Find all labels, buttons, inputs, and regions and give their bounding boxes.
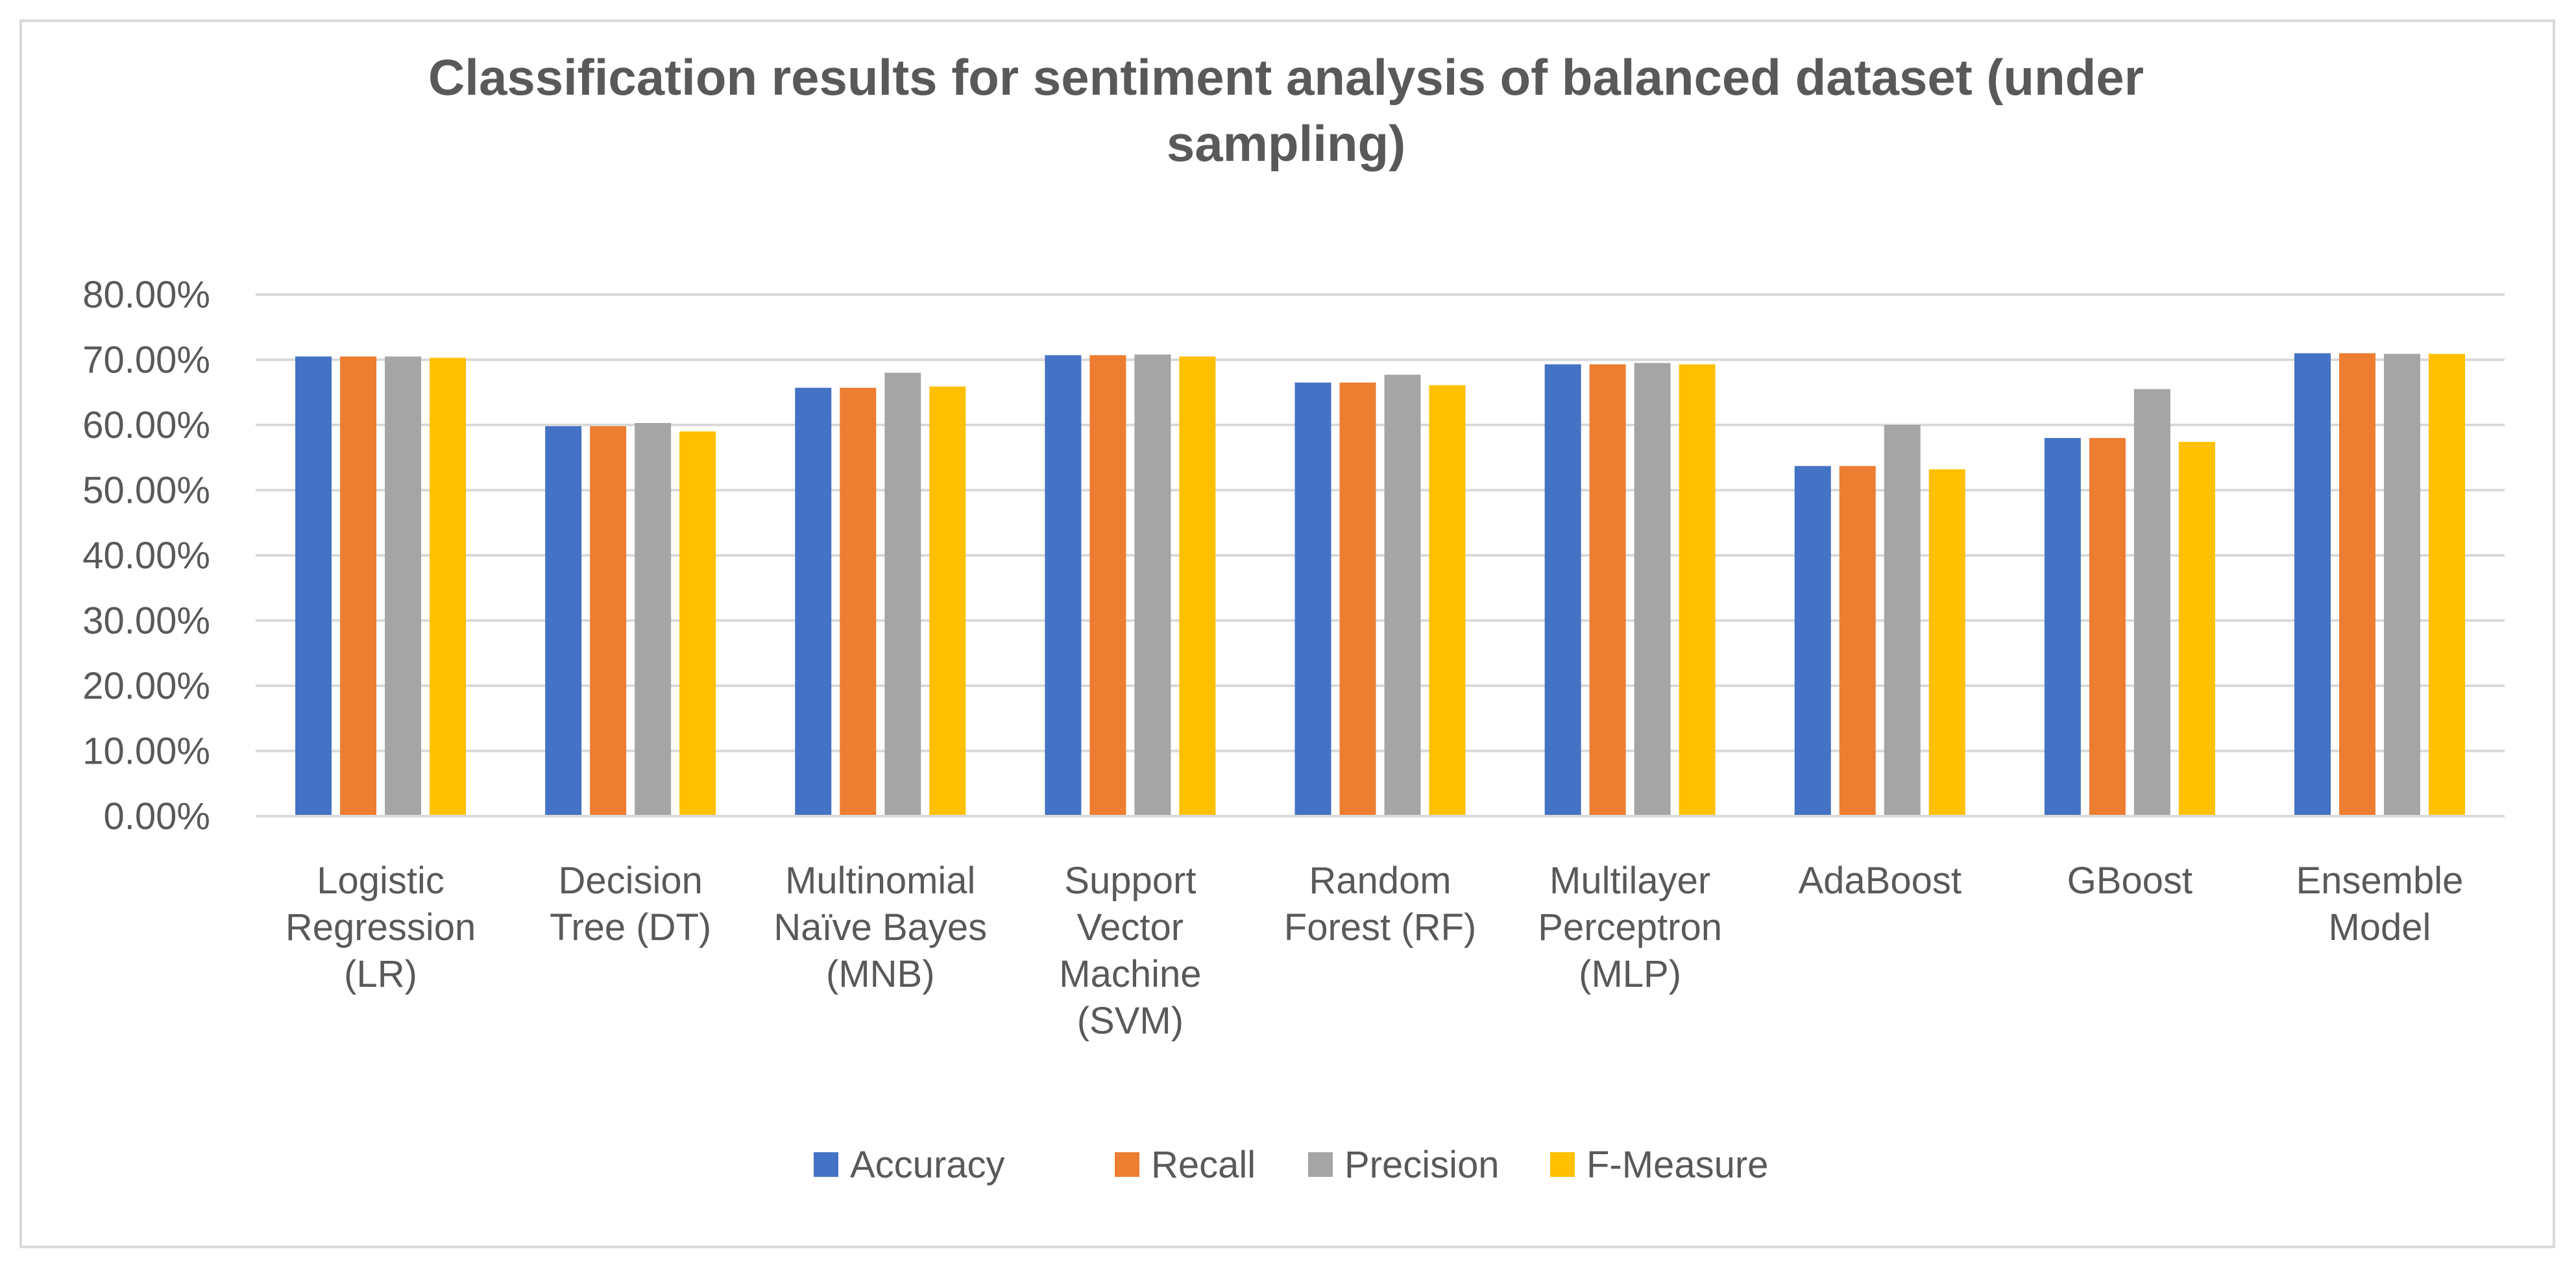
bar-accuracy: [795, 387, 832, 816]
bar-accuracy: [295, 356, 332, 816]
x-category-label: Support Vector Machine (SVM): [1059, 860, 1201, 1042]
bar-f-measure: [2428, 354, 2465, 816]
bar-accuracy: [2044, 438, 2081, 816]
x-category-label: Ensemble Model: [2296, 860, 2463, 949]
x-category-label-line: Regression: [286, 906, 476, 949]
x-category-label: Logistic Regression (LR): [286, 860, 476, 995]
bar-precision: [635, 422, 672, 816]
bars: [295, 353, 2465, 816]
y-tick-label: 30.00%: [82, 600, 210, 642]
x-category-label: GBoost: [2067, 860, 2193, 902]
y-tick-label: 10.00%: [82, 731, 210, 773]
x-category-label-line: Machine: [1059, 953, 1201, 995]
legend-swatch-recall: [1115, 1152, 1139, 1177]
bar-recall: [590, 426, 627, 816]
legend-label-recall: Recall: [1151, 1144, 1256, 1186]
x-category-label-line: Forest (RF): [1284, 906, 1476, 949]
x-category-label-line: Tree (DT): [550, 906, 711, 949]
bar-f-measure: [1429, 385, 1466, 816]
bar-recall: [1589, 364, 1626, 816]
bar-chart: Classification results for sentiment ana…: [82, 49, 2505, 1186]
bar-f-measure: [679, 431, 716, 816]
bar-accuracy: [1045, 355, 1082, 816]
x-category-label-line: Random: [1309, 860, 1451, 902]
bar-accuracy: [2294, 353, 2331, 816]
chart-title-line-1: Classification results for sentiment ana…: [428, 49, 2144, 106]
bar-precision: [1134, 354, 1171, 816]
bar-f-measure: [2178, 442, 2215, 816]
gridlines: [256, 293, 2505, 753]
bar-f-measure: [430, 357, 467, 816]
bar-precision: [1634, 363, 1671, 816]
legend-swatch-accuracy: [814, 1152, 838, 1177]
bar-accuracy: [545, 426, 582, 816]
bar-recall: [340, 356, 377, 816]
bar-recall: [1089, 355, 1126, 816]
x-category-label-line: Model: [2328, 906, 2431, 949]
chart-title: Classification results for sentiment ana…: [428, 49, 2144, 172]
x-category-label-line: Logistic: [317, 860, 444, 902]
legend: Accuracy Recall Precision F-Measure: [814, 1144, 1768, 1186]
x-category-label-line: (LR): [344, 953, 417, 995]
bar-recall: [1339, 382, 1376, 816]
chart-frame: Classification results for sentiment ana…: [19, 19, 2555, 1248]
bar-accuracy: [1794, 466, 1831, 816]
x-category-label: Multilayer Perceptron (MLP): [1538, 860, 1722, 995]
bar-precision: [1384, 374, 1421, 816]
x-category-label-line: Multilayer: [1549, 860, 1710, 902]
x-category-label-line: Naïve Bayes: [773, 906, 987, 949]
bar-f-measure: [1928, 469, 1965, 816]
bar-f-measure: [1679, 364, 1716, 816]
bar-recall: [840, 387, 877, 816]
bar-precision: [884, 372, 921, 816]
x-category-label-line: Ensemble: [2296, 860, 2463, 902]
x-category-label-line: Vector: [1077, 906, 1184, 949]
bar-precision: [2383, 354, 2420, 816]
x-category-label-line: (MNB): [826, 953, 935, 995]
x-category-label-line: AdaBoost: [1798, 860, 1962, 902]
y-tick-label: 50.00%: [82, 470, 210, 512]
legend-swatch-precision: [1308, 1152, 1333, 1177]
y-tick-label: 70.00%: [82, 339, 210, 381]
bar-recall: [2089, 438, 2126, 816]
legend-label-precision: Precision: [1344, 1144, 1500, 1186]
x-category-label: Decision Tree (DT): [550, 860, 711, 949]
legend-label-accuracy: Accuracy: [850, 1144, 1005, 1186]
bar-precision: [2133, 389, 2170, 816]
bar-accuracy: [1294, 382, 1331, 816]
y-axis-ticks: 0.00% 10.00% 20.00% 30.00% 40.00% 50.00% 60.00…: [82, 274, 210, 838]
x-category-label: AdaBoost: [1798, 860, 1962, 902]
x-category-label-line: Multinomial: [785, 860, 975, 902]
bar-recall: [2339, 353, 2376, 816]
bar-accuracy: [1544, 364, 1581, 816]
y-tick-label: 80.00%: [82, 274, 210, 316]
y-tick-label: 40.00%: [82, 535, 210, 577]
x-category-label: Multinomial Naïve Bayes (MNB): [773, 860, 987, 995]
bar-recall: [1839, 466, 1876, 816]
x-category-label: Random Forest (RF): [1284, 860, 1476, 949]
legend-swatch-f-measure: [1550, 1152, 1575, 1177]
x-category-label-line: Perceptron: [1538, 906, 1722, 949]
x-category-label-line: (SVM): [1077, 1000, 1184, 1042]
y-tick-label: 60.00%: [82, 404, 210, 446]
x-category-label-line: Support: [1064, 860, 1196, 902]
legend-label-f-measure: F-Measure: [1586, 1144, 1768, 1186]
x-category-label-line: Decision: [558, 860, 702, 902]
bar-precision: [1884, 425, 1921, 816]
y-tick-label: 20.00%: [82, 665, 210, 707]
x-category-label-line: GBoost: [2067, 860, 2193, 902]
bar-f-measure: [1179, 356, 1216, 816]
bar-precision: [385, 356, 422, 816]
bar-f-measure: [929, 386, 966, 816]
x-axis-categories: Logistic Regression (LR) Decision Tree (DT) M…: [286, 860, 2464, 1042]
chart-title-line-2: sampling): [1167, 115, 1405, 172]
y-tick-label: 0.00%: [104, 795, 210, 838]
x-category-label-line: (MLP): [1579, 953, 1681, 995]
